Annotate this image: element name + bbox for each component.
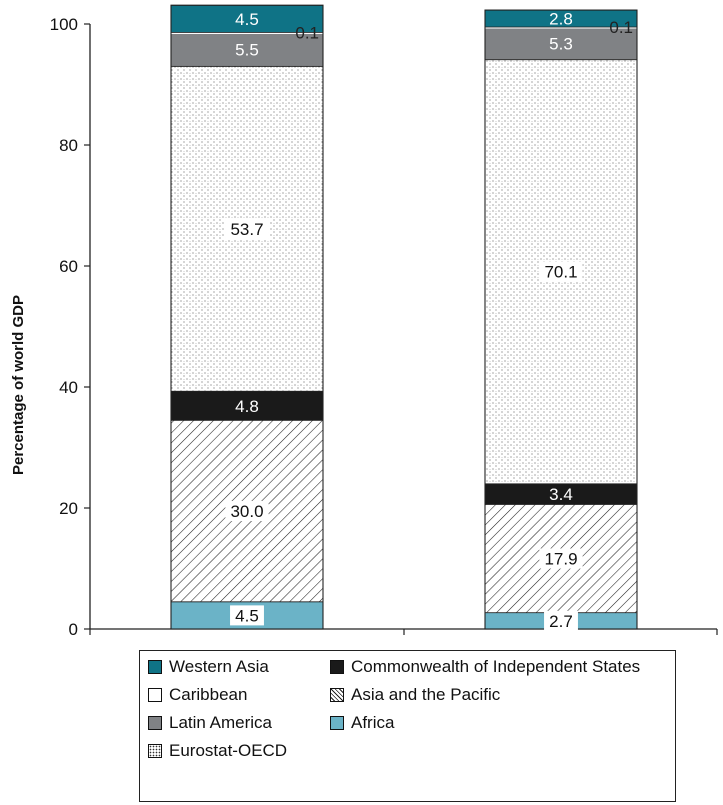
legend-swatch [148, 716, 162, 730]
legend-swatch [148, 660, 162, 674]
legend-label: Latin America [169, 713, 272, 732]
legend-item-eurostat-oecd: Eurostat-OECD [148, 741, 287, 761]
data-label: 5.5 [235, 41, 259, 60]
legend-item-africa: Africa [330, 713, 394, 733]
legend-item-western-asia: Western Asia [148, 657, 269, 677]
legend-label: Caribbean [169, 685, 248, 704]
y-axis-label: Percentage of world GDP [10, 295, 27, 475]
data-label-bg [225, 218, 269, 239]
data-label: 53.7 [230, 220, 263, 239]
data-label: 4.5 [235, 10, 259, 29]
data-label-bg [539, 261, 583, 282]
bar-segment-latin-america [484, 27, 638, 61]
legend-label: Western Asia [169, 657, 269, 676]
data-label: 4.5 [235, 606, 259, 625]
legend-label: Commonwealth of Independent States [351, 657, 641, 676]
legend: Western Asia Commonwealth of Independent … [139, 650, 676, 802]
legend-swatch [148, 688, 162, 702]
legend-swatch [148, 744, 162, 758]
data-label: 2.7 [549, 612, 573, 631]
legend-item-asia-and-the-pacific: Asia and the Pacific [330, 685, 500, 705]
data-label: 2.8 [549, 10, 573, 29]
data-label-bg [539, 548, 583, 569]
x-category-label: Share of GDP (PPP-based) [143, 649, 351, 650]
legend-label: Africa [351, 713, 395, 732]
data-label: 30.0 [230, 502, 263, 521]
y-tick-label: 60 [59, 257, 78, 276]
data-label: 70.1 [544, 263, 577, 282]
data-label: 0.1 [609, 18, 633, 37]
legend-item-commonwealth-of-independent-states: Commonwealth of Independent States [330, 657, 640, 677]
x-category-label: Share of GDP (exchange rate–based) [418, 649, 703, 650]
legend-label: Eurostat-OECD [169, 741, 288, 760]
legend-item-latin-america: Latin America [148, 713, 272, 733]
data-label: 3.4 [549, 485, 573, 504]
y-tick-label: 40 [59, 378, 78, 397]
data-label-bg [225, 501, 269, 522]
data-label: 5.3 [549, 35, 573, 54]
bar-segment-western-asia [170, 4, 324, 33]
legend-swatch [330, 660, 344, 674]
data-label: 17.9 [544, 550, 577, 569]
y-tick-label: 20 [59, 499, 78, 518]
y-tick-label: 100 [50, 15, 78, 34]
data-label-bg [544, 610, 578, 631]
legend-swatch [330, 688, 344, 702]
data-label: 4.8 [235, 397, 259, 416]
legend-label: Asia and the Pacific [351, 685, 501, 704]
y-tick-label: 80 [59, 136, 78, 155]
legend-swatch [330, 716, 344, 730]
stacked-bar-chart: Percentage of world GDP 4.5 30.0 4.8 53.7 5.… [10, 4, 718, 650]
data-label: 0.1 [295, 23, 319, 42]
data-label-bg [230, 605, 264, 626]
bar-outline [170, 4, 324, 630]
legend-item-caribbean: Caribbean [148, 685, 247, 705]
y-tick-label: 0 [69, 620, 78, 639]
